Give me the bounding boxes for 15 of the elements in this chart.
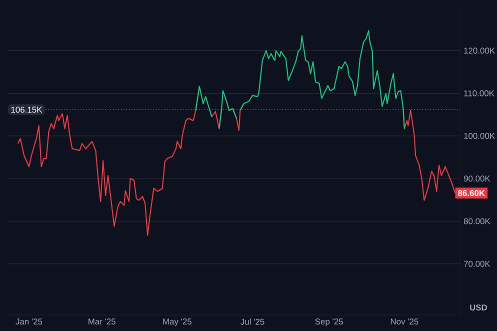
y-tick-label: 70.00K [464, 260, 490, 267]
y-axis-title: USD [470, 304, 488, 310]
x-tick-label: Jan '25 [16, 318, 42, 325]
y-tick-label: 80.00K [464, 218, 490, 224]
x-tick-label: Jul '25 [240, 318, 264, 325]
x-tick-label: Nov '25 [390, 318, 418, 325]
y-tick-label: 110.00K [464, 90, 494, 96]
y-tick-label: 90.00K [464, 176, 490, 182]
x-tick-label: May '25 [163, 318, 192, 326]
annotation: 86.60K [458, 190, 485, 196]
y-tick-label: 100.00K [464, 132, 495, 139]
ref-line-label: 106.15K [11, 106, 42, 113]
x-tick-label: Sep '25 [315, 318, 343, 326]
x-tick-label: Mar '25 [88, 318, 116, 325]
y-tick-label: 120.00K [464, 48, 495, 54]
